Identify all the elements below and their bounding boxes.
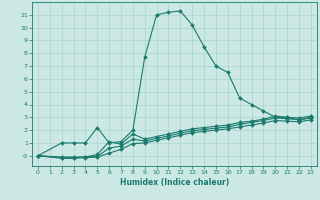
X-axis label: Humidex (Indice chaleur): Humidex (Indice chaleur) [120,178,229,187]
